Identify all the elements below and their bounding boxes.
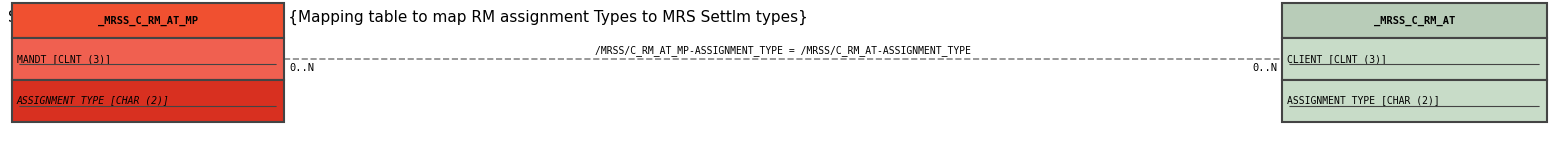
Text: _MRSS_C_RM_AT: _MRSS_C_RM_AT <box>1374 15 1455 26</box>
Text: CLIENT [CLNT (3)]: CLIENT [CLNT (3)] <box>1287 54 1386 64</box>
Text: _MRSS_C_RM_AT_MP: _MRSS_C_RM_AT_MP <box>98 15 198 26</box>
Text: ASSIGNMENT_TYPE [CHAR (2)]: ASSIGNMENT_TYPE [CHAR (2)] <box>1287 96 1439 106</box>
FancyBboxPatch shape <box>1283 3 1547 38</box>
Text: SAP ABAP table /MRSS/C_RM_AT_MP {Mapping table to map RM assignment Types to MRS: SAP ABAP table /MRSS/C_RM_AT_MP {Mapping… <box>8 10 809 26</box>
Text: /MRSS/C_RM_AT_MP-ASSIGNMENT_TYPE = /MRSS/C_RM_AT-ASSIGNMENT_TYPE: /MRSS/C_RM_AT_MP-ASSIGNMENT_TYPE = /MRSS… <box>595 45 971 56</box>
FancyBboxPatch shape <box>12 80 283 122</box>
FancyBboxPatch shape <box>12 38 283 80</box>
Text: 0..N: 0..N <box>1252 63 1276 73</box>
FancyBboxPatch shape <box>1283 80 1547 122</box>
FancyBboxPatch shape <box>1283 38 1547 80</box>
Text: ASSIGNMENT_TYPE [CHAR (2)]: ASSIGNMENT_TYPE [CHAR (2)] <box>17 96 170 106</box>
FancyBboxPatch shape <box>12 3 283 38</box>
Text: MANDT [CLNT (3)]: MANDT [CLNT (3)] <box>17 54 112 64</box>
Text: 0..N: 0..N <box>290 63 314 73</box>
